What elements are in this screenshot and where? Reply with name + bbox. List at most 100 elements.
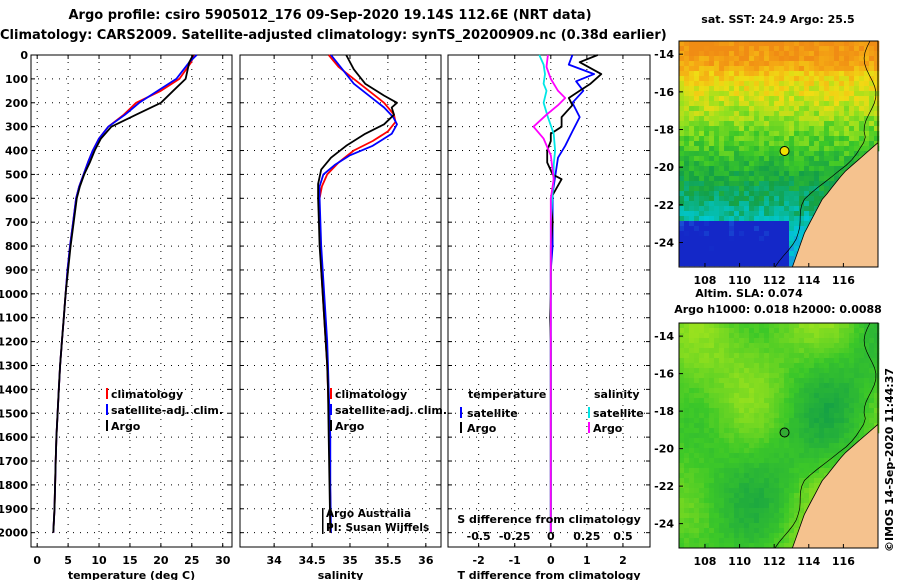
map-cell (764, 338, 770, 344)
map-cell (679, 348, 685, 354)
map-cell (704, 96, 710, 102)
map-cell (694, 423, 700, 429)
map-cell (744, 226, 750, 232)
map-cell (679, 393, 685, 399)
map-cell (724, 76, 730, 82)
map-cell (834, 111, 840, 117)
map-cell (824, 146, 830, 152)
map-cell (804, 328, 810, 334)
map-cell (869, 368, 875, 374)
map-cell (754, 443, 760, 449)
map-cell (784, 368, 790, 374)
map-cell (769, 398, 775, 404)
map-cell (789, 141, 795, 147)
salinity-xlabel: salinity (318, 569, 364, 580)
map-cell (709, 86, 715, 92)
map-cell (724, 126, 730, 132)
map-cell (684, 131, 690, 137)
map-cell (874, 353, 880, 359)
map-cell (849, 403, 855, 409)
map-cell (734, 126, 740, 132)
map-cell (809, 358, 815, 364)
map-cell (689, 91, 695, 97)
map-cell (774, 66, 780, 72)
map-cell (729, 468, 735, 474)
x-tick-label: 2 (619, 554, 627, 567)
map-cell (779, 368, 785, 374)
map-cell (874, 91, 880, 97)
map-cell (739, 498, 745, 504)
map-cell (869, 51, 875, 57)
map-cell (684, 368, 690, 374)
map-cell (854, 91, 860, 97)
map-cell (704, 121, 710, 127)
map-cell (859, 111, 865, 117)
map-cell (679, 216, 685, 222)
map-cell (724, 348, 730, 354)
map-cell (789, 478, 795, 484)
map-cell (679, 191, 685, 197)
map-cell (684, 403, 690, 409)
map-cell (694, 438, 700, 444)
map-cell (774, 398, 780, 404)
map-cell (764, 91, 770, 97)
map-cell (694, 533, 700, 539)
map-cell (799, 503, 805, 509)
map-cell (834, 428, 840, 434)
map-cell (739, 46, 745, 52)
map-cell (739, 473, 745, 479)
map-cell (794, 488, 800, 494)
map-cell (794, 176, 800, 182)
map-cell (679, 116, 685, 122)
map-cell (774, 483, 780, 489)
map-cell (689, 181, 695, 187)
map-cell (799, 423, 805, 429)
map-cell (849, 368, 855, 374)
map-cell (874, 323, 880, 329)
map-cell (709, 388, 715, 394)
map-cell (684, 61, 690, 67)
map-cell (709, 423, 715, 429)
map-cell (784, 463, 790, 469)
map-cell (754, 206, 760, 212)
map-cell (759, 533, 765, 539)
map-cell (719, 66, 725, 72)
map-cell (739, 146, 745, 152)
map-cell (779, 126, 785, 132)
map-cell (724, 206, 730, 212)
map-cell (834, 51, 840, 57)
map-cell (804, 408, 810, 414)
map-cell (834, 333, 840, 339)
map-cell (779, 483, 785, 489)
map-cell (849, 96, 855, 102)
map-cell (729, 176, 735, 182)
map-cell (849, 61, 855, 67)
map-cell (739, 71, 745, 77)
map-cell (749, 448, 755, 454)
map-cell (704, 453, 710, 459)
map-cell (694, 136, 700, 142)
map-cell (744, 388, 750, 394)
map-cell (824, 383, 830, 389)
map-cell (864, 363, 870, 369)
map-cell (719, 483, 725, 489)
map-cell (774, 181, 780, 187)
map-cell (784, 236, 790, 242)
map-cell (694, 538, 700, 544)
map-cell (749, 438, 755, 444)
chart-title-line1: Argo profile: csiro 5905012_176 09-Sep-2… (68, 8, 592, 23)
map-cell (699, 518, 705, 524)
map-cell (709, 513, 715, 519)
map-cell (749, 388, 755, 394)
legend-swatch (460, 422, 462, 433)
map-cell (809, 353, 815, 359)
map-cell (869, 348, 875, 354)
map-cell (774, 528, 780, 534)
map-cell (684, 453, 690, 459)
map-cell (819, 478, 825, 484)
map-cell (769, 71, 775, 77)
map-cell (799, 433, 805, 439)
map-cell (714, 56, 720, 62)
map-cell (779, 473, 785, 479)
map-cell (714, 393, 720, 399)
